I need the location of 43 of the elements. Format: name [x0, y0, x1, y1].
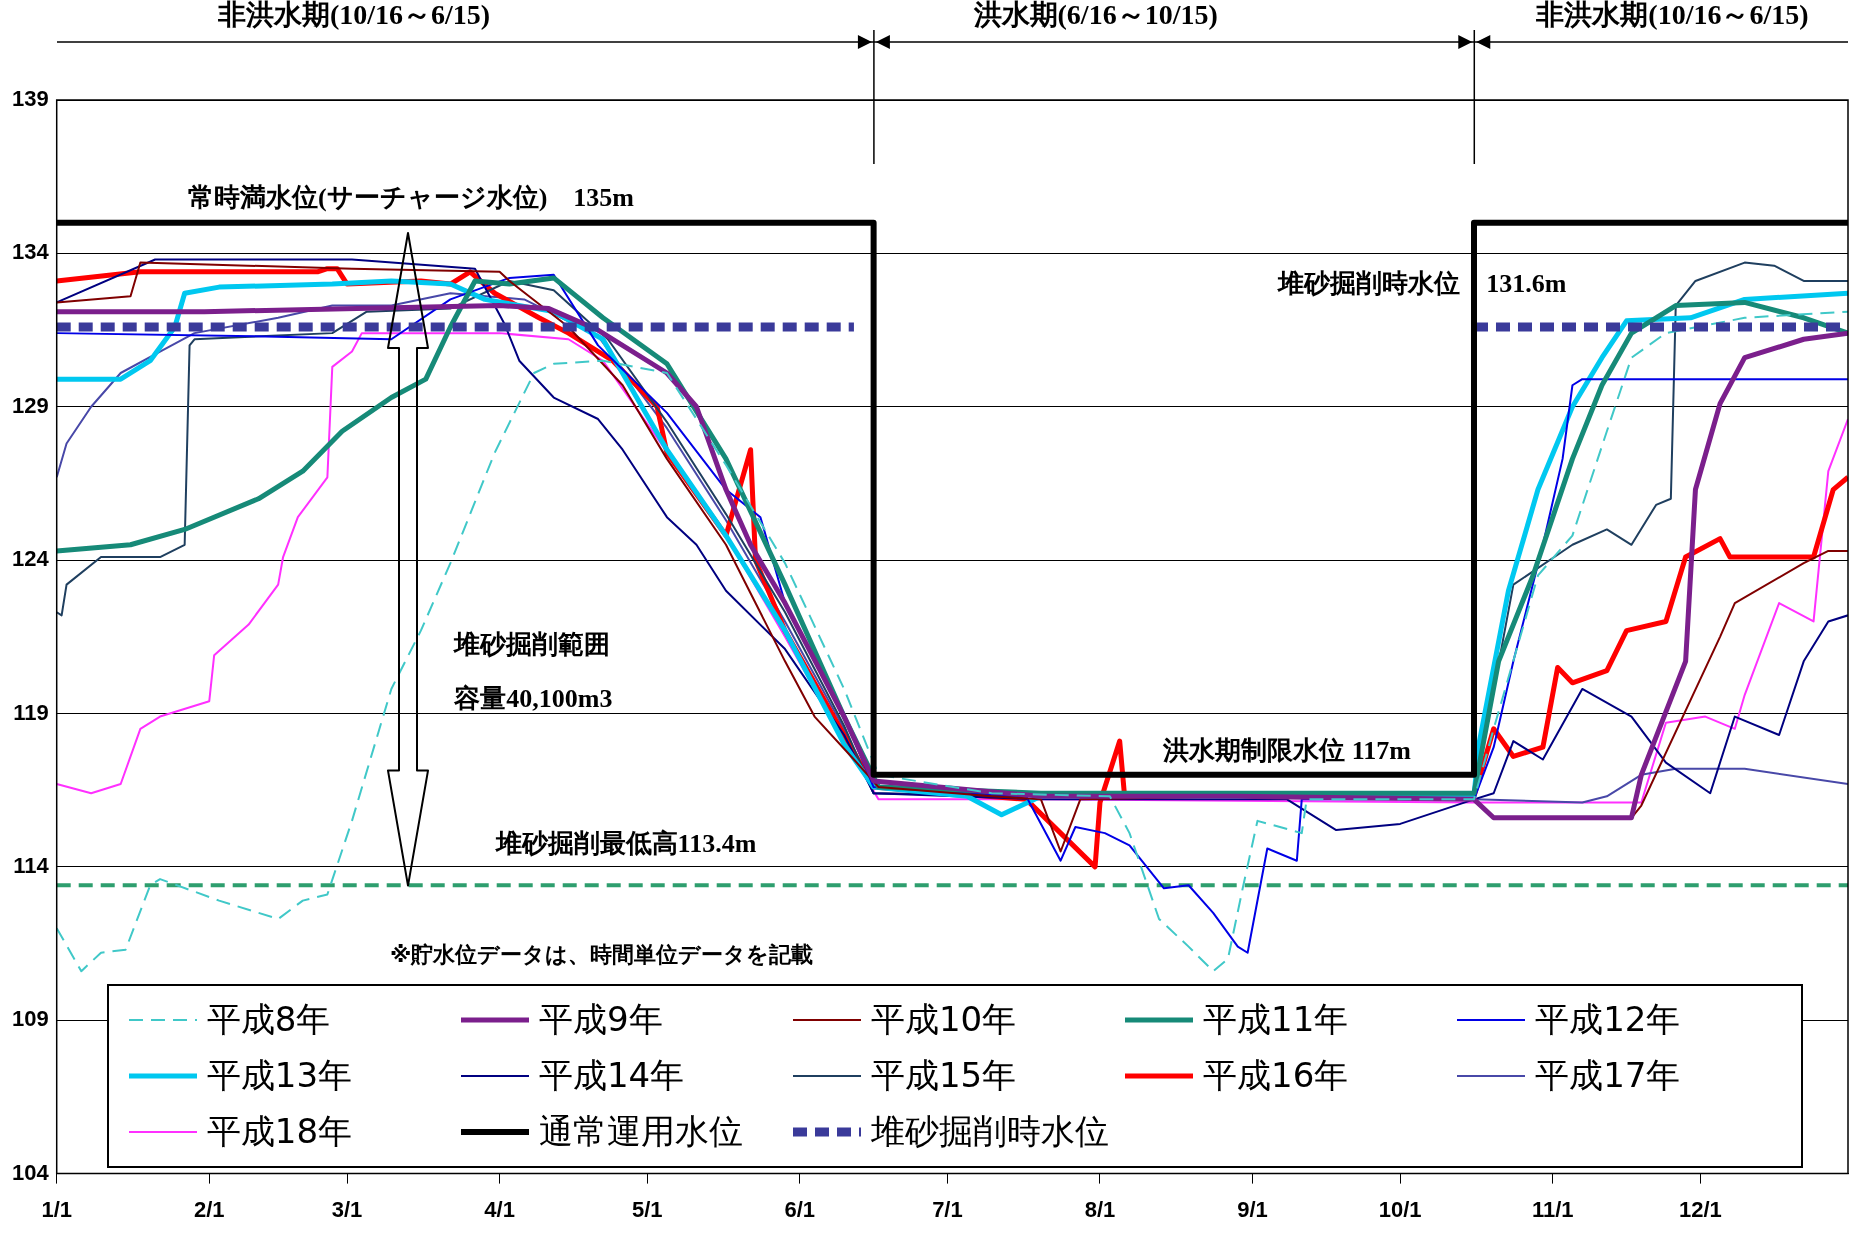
legend-label: 平成13年 — [206, 1053, 353, 1097]
annotation: ※貯水位データは、時間単位データを記載 — [389, 941, 814, 967]
y-tick-label: 129 — [11, 392, 49, 418]
x-tick-label: 9/1 — [1237, 1196, 1268, 1222]
y-tick-label: 124 — [11, 546, 50, 572]
x-tick-label: 5/1 — [631, 1196, 663, 1222]
annotation: 堆砂掘削範囲 — [454, 630, 611, 661]
y-tick-label: 104 — [11, 1159, 50, 1185]
legend-label: 平成9年 — [538, 997, 663, 1041]
legend-label: 平成11年 — [1203, 997, 1349, 1041]
text: 洪水期(6/16～10/15) — [973, 0, 1218, 31]
x-tick-label: 7/1 — [932, 1196, 963, 1222]
legend-label: 通常運用水位 — [538, 1109, 743, 1153]
annotation: 洪水期制限水位 117m — [1162, 735, 1412, 765]
text: 非洪水期(10/16～6/15) — [217, 0, 491, 31]
y-tick-label: 119 — [13, 699, 49, 725]
x-tick-label: 3/1 — [331, 1196, 363, 1222]
annotation: 堆砂掘削時水位 131.6m — [1278, 268, 1567, 299]
text: 非洪水期(10/16～6/15) — [1536, 0, 1809, 31]
legend-label: 平成18年 — [206, 1109, 353, 1153]
annotation: 容量40,100m3 — [454, 684, 613, 714]
x-tick-label: 11/1 — [1531, 1196, 1574, 1222]
x-tick-label: 2/1 — [193, 1196, 225, 1222]
legend-label: 平成15年 — [870, 1053, 1017, 1097]
legend-label: 平成16年 — [1203, 1053, 1349, 1097]
ref-line-label: 堆砂掘削最低高113.4m — [493, 828, 757, 858]
x-tick-label: 12/1 — [1678, 1196, 1722, 1222]
annotation: 常時満水位(サーチャージ水位) 135m — [188, 183, 635, 213]
x-tick-label: 6/1 — [784, 1196, 816, 1222]
y-tick-label: 109 — [11, 1006, 49, 1032]
legend-label: 平成14年 — [538, 1053, 685, 1097]
legend-label: 堆砂掘削時水位 — [870, 1109, 1109, 1153]
legend-label: 平成10年 — [870, 997, 1017, 1041]
y-tick-label: 139 — [11, 86, 49, 112]
x-tick-label: 10/1 — [1378, 1196, 1422, 1222]
y-tick-label: 114 — [13, 852, 50, 878]
x-tick-label: 1/1 — [41, 1196, 72, 1222]
legend-label: 平成17年 — [1535, 1053, 1681, 1097]
y-tick-label: 134 — [11, 239, 50, 265]
x-tick-label: 4/1 — [484, 1196, 515, 1222]
x-tick-label: 8/1 — [1084, 1196, 1116, 1222]
legend-label: 平成8年 — [206, 997, 331, 1041]
legend-label: 平成12年 — [1535, 997, 1681, 1041]
